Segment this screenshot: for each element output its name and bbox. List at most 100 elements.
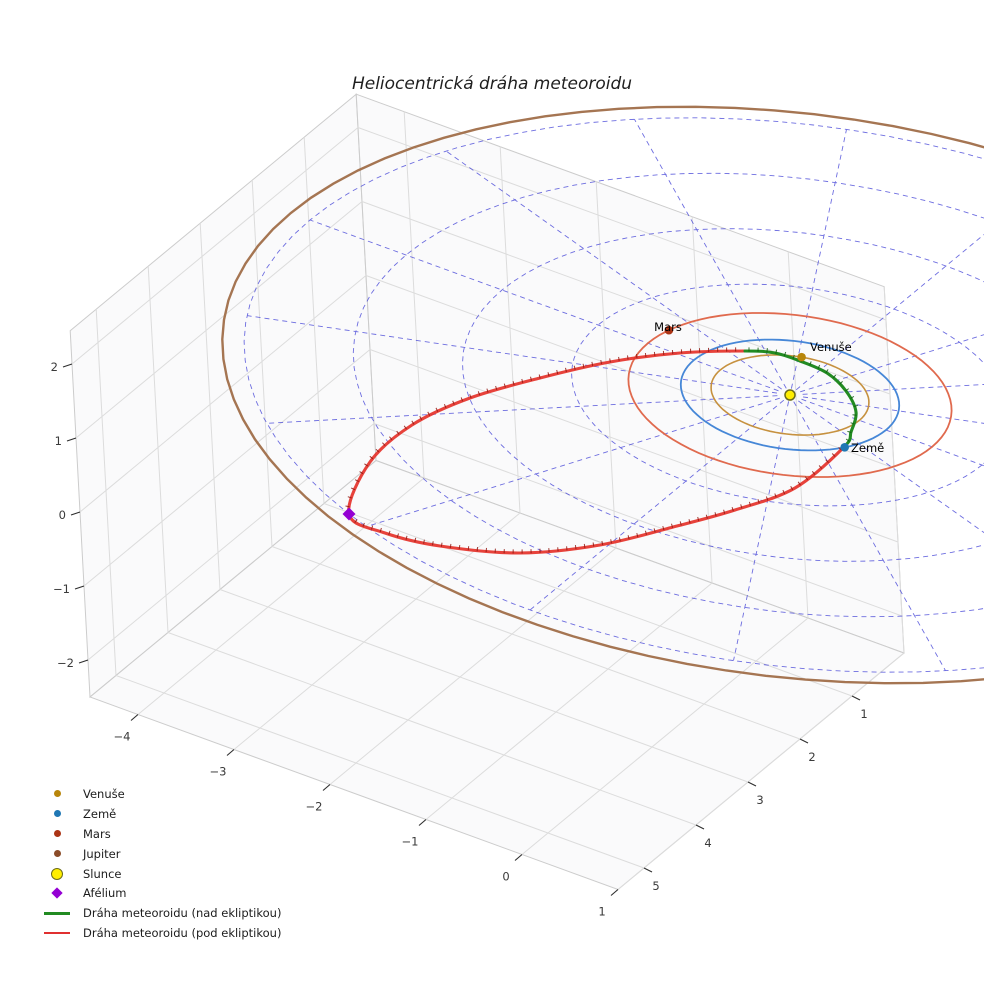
planet-venus: Venuše bbox=[797, 340, 852, 362]
legend-label: Dráha meteoroidu (nad ekliptikou) bbox=[83, 906, 282, 921]
trajectory-time-tick bbox=[825, 459, 829, 463]
trajectory-time-tick bbox=[765, 496, 769, 501]
trajectory-time-tick bbox=[688, 519, 691, 524]
trajectory-time-tick bbox=[440, 542, 443, 547]
trajectory-time-tick bbox=[458, 545, 461, 550]
tick-label: −4 bbox=[114, 730, 131, 744]
grid-ring bbox=[462, 228, 984, 562]
trajectory-time-tick bbox=[460, 397, 464, 402]
trajectory-time-tick bbox=[731, 506, 734, 512]
trajectory-time-tick bbox=[854, 404, 859, 407]
legend-item-0: Venuše bbox=[42, 784, 281, 804]
grid-spoke bbox=[634, 118, 787, 389]
trajectory-time-tick bbox=[592, 542, 595, 547]
tick-label: 1 bbox=[860, 707, 867, 721]
trajectory-time-tick bbox=[411, 420, 415, 425]
legend-item-7: Dráha meteoroidu (pod ekliptikou) bbox=[42, 923, 281, 943]
trajectory-time-tick bbox=[538, 374, 541, 379]
tick-label: −2 bbox=[306, 800, 323, 814]
planet-label-venus: Venuše bbox=[810, 340, 852, 354]
ecliptic-grid bbox=[243, 117, 984, 673]
trajectory-time-tick bbox=[345, 505, 350, 508]
planet-mars: Mars bbox=[654, 320, 682, 335]
trajectory-time-tick bbox=[388, 530, 391, 535]
trajectory-time-tick bbox=[838, 446, 842, 451]
tick-label: 2 bbox=[808, 750, 815, 764]
trajectory-time-tick bbox=[847, 430, 852, 433]
meteoroid-orbit-above-ecliptic bbox=[743, 347, 859, 449]
trajectory-time-tick bbox=[547, 372, 550, 377]
legend-line-swatch bbox=[42, 912, 72, 915]
trajectory-time-tick bbox=[503, 383, 506, 388]
trajectory-time-tick bbox=[804, 476, 809, 481]
trajectory-time-tick bbox=[618, 356, 620, 361]
trajectory-time-tick bbox=[792, 354, 795, 359]
trajectory-time-tick bbox=[486, 388, 489, 393]
trajectory-time-tick bbox=[797, 481, 801, 486]
trajectory-time-tick bbox=[740, 504, 743, 509]
trajectory-time-tick bbox=[723, 509, 726, 514]
trajectory-time-tick bbox=[467, 546, 470, 551]
trajectory-time-tick bbox=[573, 365, 576, 370]
trajectory-time-tick bbox=[512, 381, 515, 386]
trajectory-time-tick bbox=[419, 415, 423, 421]
trajectory-time-tick bbox=[495, 385, 498, 391]
legend-label: Země bbox=[83, 806, 117, 821]
sun-marker bbox=[784, 389, 796, 401]
trajectory-time-tick bbox=[714, 512, 717, 517]
trajectory-time-tick bbox=[790, 486, 794, 491]
grid-spoke bbox=[795, 233, 984, 391]
legend-label: Mars bbox=[83, 826, 111, 841]
tick-label: 4 bbox=[704, 836, 711, 850]
trajectory-time-tick bbox=[600, 360, 602, 365]
trajectory-time-tick bbox=[757, 499, 760, 504]
legend-dot-icon bbox=[42, 850, 72, 858]
trajectory-time-tick bbox=[748, 501, 751, 506]
trajectory-time-tick bbox=[774, 493, 777, 498]
trajectory-time-tick bbox=[354, 479, 360, 483]
trajectory-time-tick bbox=[382, 442, 386, 447]
orbit-earth bbox=[679, 338, 901, 452]
trajectory-time-tick bbox=[452, 400, 455, 405]
trajectory-time-tick bbox=[423, 539, 425, 544]
tick-label: 1 bbox=[598, 905, 605, 919]
trajectory-time-tick bbox=[831, 453, 836, 457]
orbit-venus bbox=[710, 354, 870, 436]
trajectory-time-tick bbox=[644, 352, 647, 358]
legend-item-2: Mars bbox=[42, 824, 281, 844]
trajectory-time-tick bbox=[435, 407, 439, 412]
trajectory-time-tick bbox=[601, 540, 604, 546]
trajectory-time-tick bbox=[556, 369, 559, 375]
trajectory-time-tick bbox=[671, 523, 674, 528]
legend: Venuše Země Mars Jupiter Slunce Afélium Dráha … bbox=[42, 784, 281, 943]
trajectory-time-tick bbox=[627, 535, 630, 540]
legend-line-swatch bbox=[42, 931, 72, 935]
grid-spoke bbox=[733, 401, 790, 661]
trajectory-time-tick bbox=[839, 381, 843, 385]
trajectory-time-tick bbox=[389, 436, 393, 441]
legend-label: Afélium bbox=[83, 886, 127, 901]
trajectory-time-tick bbox=[775, 349, 778, 354]
trajectory-time-tick bbox=[369, 455, 374, 460]
grid-spoke bbox=[790, 129, 847, 389]
trajectory-time-tick bbox=[347, 496, 352, 499]
meteoroid-orbit-below-ecliptic bbox=[345, 347, 846, 555]
trajectory-time-tick bbox=[350, 487, 356, 491]
grid-spoke bbox=[800, 334, 984, 393]
trajectory-time-tick bbox=[618, 537, 621, 542]
tick-label: 0 bbox=[59, 508, 66, 522]
legend-label: Venuše bbox=[83, 786, 125, 801]
tick-label: 0 bbox=[502, 870, 509, 884]
tick-label: 2 bbox=[51, 360, 58, 374]
trajectory-time-tick bbox=[782, 489, 786, 495]
grid-spoke bbox=[801, 398, 984, 467]
legend-label: Jupiter bbox=[83, 846, 121, 861]
legend-item-5: Afélium bbox=[42, 883, 281, 903]
trajectory-time-tick bbox=[414, 537, 417, 543]
trajectory-time-tick bbox=[818, 465, 823, 469]
trajectory-time-tick bbox=[636, 532, 639, 538]
axis-ticks-and-labels: −4 −3 −2 −1 0 1 1 2 3 4 5 2 1 0 −1 −2 bbox=[51, 360, 868, 919]
trajectory-time-tick bbox=[427, 411, 431, 416]
grid-ring bbox=[571, 283, 984, 507]
